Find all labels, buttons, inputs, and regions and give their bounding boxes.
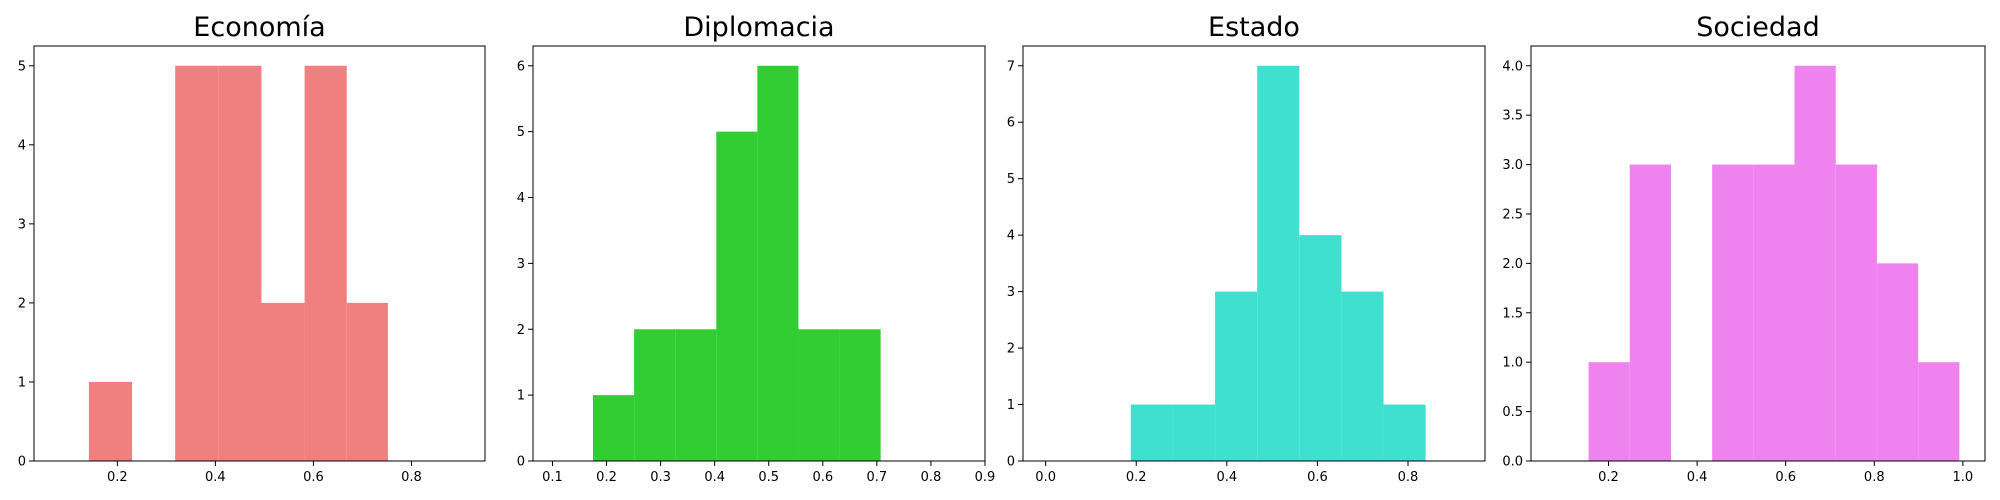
- x-tick-label: 0.3: [650, 470, 671, 485]
- axes-frame: [33, 45, 486, 462]
- y-tick-label: 1.0: [1502, 356, 1523, 371]
- histogram-bar: [1794, 65, 1836, 461]
- y-tick-label: 3: [1007, 285, 1015, 300]
- histogram-bar: [1712, 164, 1754, 461]
- x-tick-label: 0.6: [303, 470, 324, 485]
- histogram-bar: [346, 302, 388, 461]
- x-tick-label: 0.8: [1864, 470, 1885, 485]
- x-tick-label: 0.8: [401, 470, 422, 485]
- histogram-bar: [634, 329, 676, 461]
- y-tick-label: 4: [517, 191, 525, 206]
- x-tick-label: 0.8: [1398, 470, 1419, 485]
- histogram-bar: [798, 329, 840, 461]
- x-tick-label: 0.1: [542, 470, 563, 485]
- x-tick-label: 0.2: [1126, 470, 1147, 485]
- histogram-bar: [757, 65, 799, 461]
- y-tick-label: 6: [517, 59, 525, 74]
- chart-panel-1: 0.2 0.4 0.6 0.8 0 1 2 3 4 5 Economía: [18, 12, 486, 485]
- y-tick-label: 2.0: [1502, 257, 1523, 272]
- y-tick-label: 4: [1007, 229, 1015, 244]
- y-tick-label: 6: [1007, 116, 1015, 131]
- histogram-bar: [593, 395, 635, 461]
- x-tick-label: 0.9: [975, 470, 996, 485]
- y-tick-label: 7: [1007, 59, 1015, 74]
- chart-title: Diplomacia: [683, 12, 834, 43]
- histogram-bar: [1299, 235, 1342, 461]
- x-tick-label: 0.8: [921, 470, 942, 485]
- x-tick-label: 0.2: [1598, 470, 1619, 485]
- x-tick-label: 0.2: [107, 470, 128, 485]
- y-tick-label: 3: [517, 257, 525, 272]
- x-tick-label: 0.4: [1216, 470, 1237, 485]
- x-tick-label: 0.4: [704, 470, 725, 485]
- histogram-bar: [1835, 164, 1877, 461]
- y-tick-label: 0.5: [1502, 405, 1523, 420]
- y-tick-label: 3: [18, 217, 26, 232]
- x-tick-label: 0.6: [1775, 470, 1796, 485]
- y-tick-label: 2: [1007, 342, 1015, 357]
- histogram-bar: [261, 302, 305, 461]
- histogram-bar: [1172, 404, 1216, 461]
- x-tick-label: 0.7: [867, 470, 888, 485]
- y-tick-label: 0: [1007, 455, 1015, 470]
- y-tick-label: 2: [517, 323, 525, 338]
- histogram-bar: [1383, 404, 1426, 461]
- y-tick-label: 4.0: [1502, 59, 1523, 74]
- x-tick-label: 0.5: [758, 470, 779, 485]
- histogram-bar: [304, 65, 347, 461]
- histogram-bar: [839, 329, 881, 461]
- histogram-bar: [675, 329, 717, 461]
- chart-panel-3: 0.0 0.2 0.4 0.6 0.8 0 1 2 3 4 5 6 7 Estado: [1007, 12, 1486, 485]
- x-tick-label: 0.2: [596, 470, 617, 485]
- histogram-bar: [1918, 362, 1960, 461]
- chart-panel-4: 0.2 0.4 0.6 0.8 1.0 0.0 0.5 1.0 1.5 2.0 2.5 3.0 3.5 4…: [1502, 12, 1986, 485]
- y-tick-label: 1: [18, 375, 26, 390]
- histogram-bar: [1130, 404, 1173, 461]
- histogram-bar: [1588, 362, 1630, 461]
- y-tick-label: 2.5: [1502, 207, 1523, 222]
- axes-frame: [1530, 45, 1986, 462]
- histogram-bar: [88, 381, 133, 461]
- y-tick-label: 5: [18, 59, 26, 74]
- x-tick-label: 0.0: [1035, 470, 1056, 485]
- y-tick-label: 1.5: [1502, 306, 1523, 321]
- histogram-bar: [175, 65, 219, 461]
- histogram-bar: [218, 65, 262, 461]
- y-tick-label: 3.5: [1502, 109, 1523, 124]
- x-tick-label: 0.4: [205, 470, 226, 485]
- y-tick-label: 3.0: [1502, 158, 1523, 173]
- chart-title: Sociedad: [1696, 12, 1819, 43]
- histogram-bar: [716, 131, 758, 461]
- x-tick-label: 0.6: [812, 470, 833, 485]
- x-tick-label: 0.4: [1687, 470, 1708, 485]
- x-tick-label: 0.6: [1307, 470, 1328, 485]
- y-tick-label: 5: [1007, 172, 1015, 187]
- y-tick-label: 1: [1007, 398, 1015, 413]
- histogram-bar: [1629, 164, 1671, 461]
- y-tick-label: 0: [517, 455, 525, 470]
- histogram-bar: [1215, 291, 1258, 461]
- x-tick-label: 1.0: [1953, 470, 1974, 485]
- y-tick-label: 5: [517, 125, 525, 140]
- y-tick-label: 0.0: [1502, 455, 1523, 470]
- chart-panel-2: 0.1 0.2 0.3 0.4 0.5 0.6 0.7 0.8 0.9 0 1 2 3 4 5 6 Diplom…: [517, 12, 996, 485]
- y-tick-label: 0: [18, 455, 26, 470]
- chart-title: Economía: [193, 12, 325, 43]
- histogram-bar: [1257, 65, 1300, 461]
- y-tick-label: 4: [18, 138, 26, 153]
- histogram-bar: [1341, 291, 1384, 461]
- histogram-bar: [1876, 263, 1919, 461]
- y-tick-label: 1: [517, 389, 525, 404]
- histogram-bar: [1753, 164, 1795, 461]
- axes-frame: [1022, 45, 1486, 462]
- chart-title: Estado: [1208, 12, 1300, 43]
- axes-frame: [532, 45, 986, 462]
- y-tick-label: 2: [18, 296, 26, 311]
